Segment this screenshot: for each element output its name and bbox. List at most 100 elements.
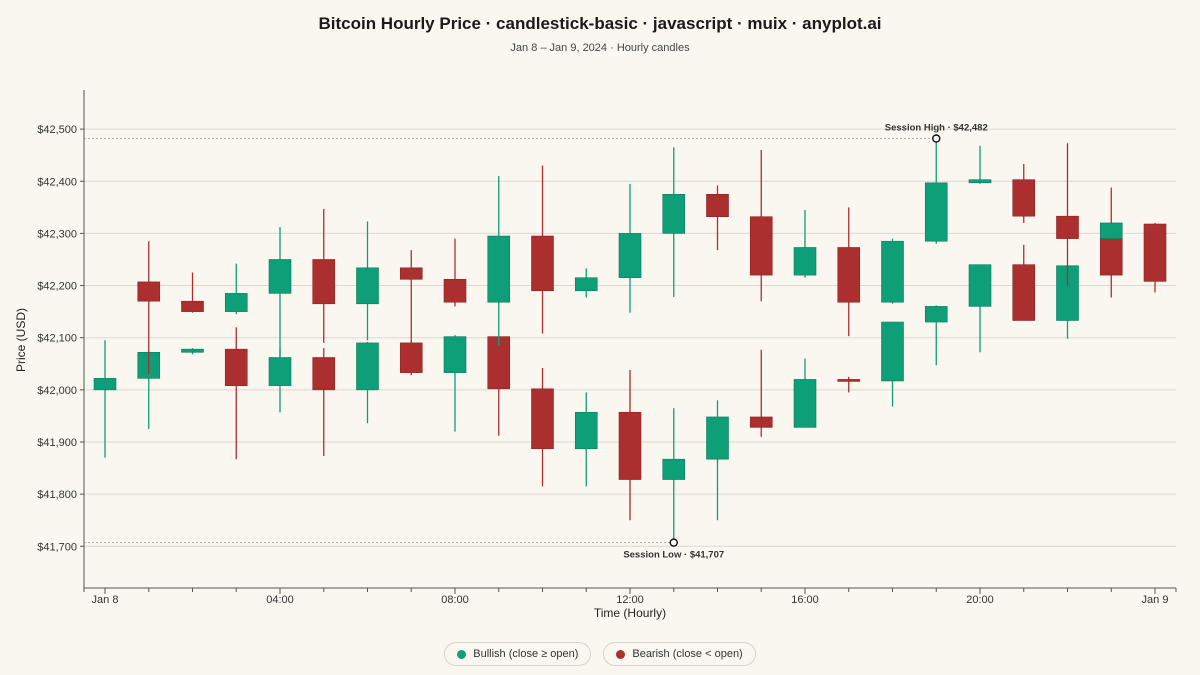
legend-item-bullish[interactable]: Bullish (close ≥ open)	[444, 642, 592, 666]
candle-bullish	[662, 147, 686, 298]
candle-body	[399, 267, 423, 280]
candle-bearish	[137, 241, 161, 375]
candle-body	[137, 281, 161, 302]
y-tick-label: $42,300	[37, 228, 77, 240]
x-tick-label: Jan 8	[92, 594, 119, 606]
candle-bullish	[181, 348, 204, 355]
candle-body	[443, 336, 467, 373]
candle-bearish	[837, 207, 861, 337]
candle-bearish	[749, 149, 773, 302]
candle-body	[618, 233, 642, 279]
candle-body	[443, 278, 467, 303]
candle-bearish	[1012, 244, 1036, 321]
candle-body	[1099, 238, 1123, 276]
candle-bullish	[574, 392, 598, 487]
candle-body	[312, 357, 336, 391]
candle-body	[224, 293, 248, 312]
candle-bullish	[1099, 222, 1123, 239]
axes: $41,700 $41,800 $41,900 $42,000 $42,100 $42,2…	[37, 90, 1177, 606]
candle-body	[793, 379, 817, 428]
candle-bullish	[574, 268, 598, 298]
y-tick-label: $41,900	[37, 437, 77, 449]
candle-bearish	[837, 376, 861, 393]
candle-body	[837, 247, 861, 303]
candle-body	[924, 182, 948, 242]
candle-bearish	[706, 185, 729, 251]
y-tick-label: $42,400	[37, 176, 77, 188]
y-tick-label: $42,500	[37, 124, 77, 136]
candle-body	[531, 388, 554, 450]
candle-body	[793, 247, 817, 276]
candle-bearish	[1012, 164, 1036, 223]
annotation-marker	[669, 538, 678, 547]
candle-bullish	[662, 408, 686, 543]
legend-item-bearish[interactable]: Bearish (close < open)	[603, 642, 756, 666]
candle-bearish	[1056, 143, 1079, 286]
x-tick-label: 20:00	[966, 594, 994, 606]
candle-body	[1143, 223, 1167, 282]
candle-bearish	[531, 367, 554, 487]
candle-bullish	[618, 183, 642, 313]
candle-body	[662, 458, 686, 480]
candle-bullish	[881, 238, 904, 304]
candle-body	[1099, 222, 1123, 239]
candle-body	[224, 348, 248, 386]
candle-body	[749, 416, 773, 428]
y-tick-label: $42,200	[37, 281, 77, 293]
candle-bullish	[224, 263, 248, 315]
candle-bullish	[793, 358, 817, 428]
candle-body	[1012, 264, 1036, 321]
candle-bearish	[749, 349, 773, 437]
candle-bearish	[487, 336, 511, 436]
candle-bearish	[1099, 187, 1123, 298]
candle-bearish	[1143, 222, 1167, 293]
annotation-marker	[932, 134, 941, 143]
x-axis-title: Time (Hourly)	[594, 606, 666, 620]
candle-bullish	[881, 321, 904, 407]
candle-body	[618, 411, 642, 480]
chart-subtitle: Jan 8 – Jan 9, 2024 · Hourly candles	[510, 42, 690, 54]
candle-bullish	[268, 227, 292, 359]
candle-bearish	[531, 165, 554, 334]
candlestick-chart: $41,700 $41,800 $41,900 $42,000 $42,100 $42,2…	[14, 90, 1177, 620]
candle-bullish	[968, 264, 992, 353]
candle-body	[924, 306, 948, 323]
candle-bullish	[268, 349, 292, 413]
y-tick-label: $42,000	[37, 385, 77, 397]
candle-body	[749, 216, 773, 276]
candle-body	[312, 259, 336, 305]
candle-bullish	[93, 340, 117, 458]
candle-body	[881, 240, 904, 303]
candle-body	[574, 411, 598, 450]
candle-body	[531, 235, 554, 292]
candle-body	[968, 264, 992, 307]
bullish-swatch-icon	[457, 649, 467, 659]
candle-bullish	[487, 176, 511, 346]
candle-bearish	[618, 370, 642, 521]
candle-bullish	[443, 335, 467, 432]
candle-bullish	[793, 209, 817, 278]
candle-bullish	[356, 221, 379, 341]
candle-body	[181, 300, 204, 312]
candle-bearish	[312, 348, 336, 457]
candle-bullish	[356, 341, 379, 424]
chart-title: Bitcoin Hourly Price · candlestick-basic…	[318, 14, 882, 33]
candle-body	[881, 321, 904, 382]
candle-body	[837, 379, 861, 382]
x-tick-label: Jan 9	[1142, 594, 1169, 606]
candle-body	[662, 193, 686, 234]
candle-body	[93, 378, 117, 391]
candle-bearish	[312, 208, 336, 343]
candle-body	[356, 267, 379, 305]
legend-label-bullish: Bullish (close ≥ open)	[473, 648, 579, 660]
candle-body	[181, 348, 204, 353]
x-tick-label: 08:00	[441, 594, 469, 606]
x-tick-label: 04:00	[266, 594, 294, 606]
candle-body	[968, 179, 992, 184]
annotations: Session High · $42,482 Session Low · $41,…	[84, 122, 988, 561]
candle-bullish	[924, 305, 948, 366]
candle-body	[268, 357, 292, 386]
candle-body	[268, 259, 292, 294]
candle-body	[1012, 179, 1036, 217]
candle-bullish	[706, 400, 729, 521]
